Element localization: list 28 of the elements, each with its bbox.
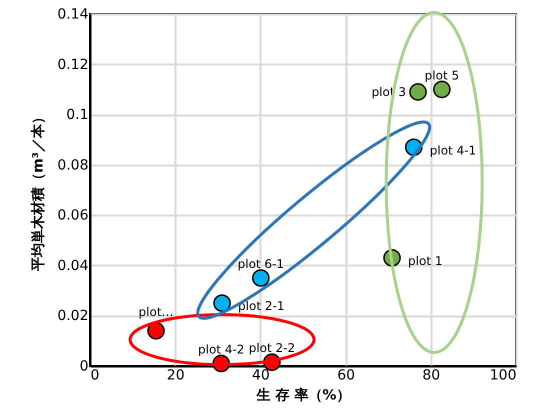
y-tick-label: 0.02 — [57, 308, 88, 324]
annotation: plot 1 — [408, 254, 442, 268]
annotation: plot… — [138, 304, 174, 319]
annotation: plot 2-2 — [248, 341, 296, 356]
x-tick-label: 80 — [422, 368, 440, 384]
x-tick-label: 20 — [166, 368, 185, 384]
x-tick-label: 0 — [90, 368, 100, 384]
y-tick-label: 0.14 — [57, 6, 89, 22]
x-tick-label: 100 — [490, 368, 516, 384]
y-tick-label: 0.1 — [66, 107, 88, 124]
y-tick-label: 0.06 — [57, 208, 89, 224]
y-tick-label: 0.08 — [57, 157, 88, 174]
y-tick-label: 0.04 — [57, 258, 89, 274]
annotation: plot 2-1 — [238, 299, 284, 314]
point — [147, 322, 165, 340]
point — [433, 80, 451, 98]
x-tick-label: 60 — [337, 368, 356, 384]
annotation: plot 4-2 — [198, 342, 244, 356]
y-tick-label: 0.12 — [57, 56, 88, 73]
point — [409, 83, 427, 101]
point — [252, 269, 270, 287]
y-axis-title: 平均単木材積（m³／本） — [30, 110, 46, 272]
annotation: plot 4-1 — [430, 143, 476, 158]
x-axis-title: 生 存 率（%） — [256, 386, 350, 404]
annotation: plot 6-1 — [238, 257, 284, 271]
point — [213, 294, 231, 312]
x-tick-label: 40 — [252, 368, 270, 384]
annotation: plot 5 — [424, 68, 460, 82]
